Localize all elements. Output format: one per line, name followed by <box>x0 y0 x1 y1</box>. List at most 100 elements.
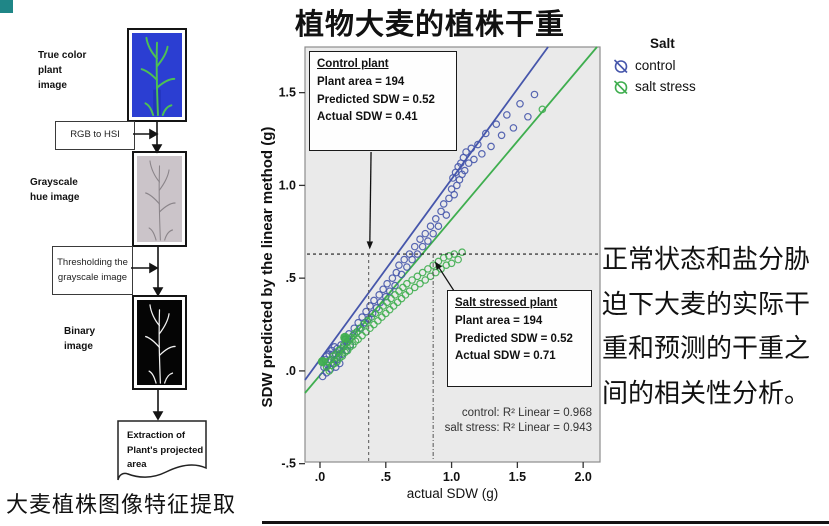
scatter-point-control <box>391 281 399 290</box>
scatter-point-control <box>492 120 501 128</box>
scatter-point-control <box>478 150 486 158</box>
scatter-point-control <box>418 242 427 251</box>
scatter-point-salt-stress <box>454 255 462 264</box>
scatter-point-control <box>421 229 430 238</box>
left-caption: 大麦植株图像特征提取 <box>6 492 237 517</box>
scatter-point-control <box>497 131 506 140</box>
flowchart-label-true-color: True color plant image <box>38 50 87 91</box>
scatter-point-control <box>442 211 451 219</box>
r2-control-text: control: R² Linear = 0.968 <box>461 407 592 419</box>
scatter-point-control <box>439 200 448 208</box>
scatter-point-control <box>370 296 378 305</box>
scatter-point-control <box>383 279 391 288</box>
legend-entry-control: control <box>612 55 762 76</box>
scatter-point-control <box>424 237 432 245</box>
x-tick-label: .5 <box>381 470 391 484</box>
scatter-point-salt-stress <box>458 248 466 256</box>
plant-binary-icon <box>137 300 182 385</box>
annotation-arrowhead <box>435 261 443 270</box>
scatter-point-control <box>397 270 406 279</box>
scatter-point-control <box>368 309 377 318</box>
scatter-point-control <box>524 112 532 121</box>
scatter-point-control <box>416 235 424 243</box>
true-color-plant-image <box>127 28 187 122</box>
scatter-point-control <box>464 159 473 167</box>
scatter-point-control <box>400 255 409 264</box>
salt-box-line: Actual SDW = 0.71 <box>455 350 556 363</box>
salt-box-line: Plant area = 194 <box>455 314 543 327</box>
annotation-arrowhead <box>366 241 374 250</box>
scatter-point-control <box>403 263 411 271</box>
y-tick-label: -.5 <box>281 457 296 471</box>
scatter-point-control <box>408 255 416 264</box>
grayscale-hue-image <box>132 151 187 247</box>
scatter-point-control <box>434 222 443 231</box>
control-box-line: Actual SDW = 0.41 <box>317 111 418 124</box>
legend-entry-label: control <box>635 58 676 73</box>
scatter-point-control <box>450 190 459 199</box>
scatter-point-control <box>375 291 384 299</box>
scatter-point-control <box>431 214 440 223</box>
scatter-point-salt-stress <box>421 276 430 284</box>
legend-marker-icon <box>613 58 628 73</box>
x-tick-label: .0 <box>315 470 325 484</box>
scatter-point-control <box>429 229 437 238</box>
x-axis-title: actual SDW (g) <box>406 486 499 501</box>
scatter-point-salt-stress <box>424 265 432 273</box>
scatter-point-control <box>460 166 469 175</box>
accent-square <box>0 0 13 13</box>
scatter-point-control <box>410 242 419 251</box>
control-box-title: Control plant <box>317 58 389 70</box>
scatter-point-salt-stress <box>413 272 422 281</box>
y-tick-label: .0 <box>286 364 296 378</box>
salt-box-line: Predicted SDW = 0.52 <box>455 332 573 345</box>
scatter-point-salt-stress <box>418 268 427 277</box>
scatter-point-control <box>474 140 482 149</box>
scatter-point-filled-salt-stress <box>317 356 328 367</box>
flowchart-box-rgb-to-hsi: RGB to HSI <box>55 121 135 150</box>
r-squared-annotation: control: R² Linear = 0.968 salt stress: … <box>404 406 592 436</box>
y-tick-label: 1.0 <box>279 178 296 192</box>
scatter-point-salt-stress <box>426 272 435 281</box>
scatter-point-control <box>413 250 422 258</box>
scatter-point-salt-stress <box>538 105 547 114</box>
scatter-point-salt-stress <box>416 279 424 288</box>
salt-box-title: Salt stressed plant <box>455 297 558 309</box>
legend-entry-salt-stress: salt stress <box>612 76 762 97</box>
scatter-point-control <box>379 285 387 294</box>
scatter-point-control <box>516 99 524 108</box>
scatter-point-control <box>395 261 403 269</box>
document-shape <box>117 420 207 481</box>
legend-title: Salt <box>650 36 675 51</box>
scatter-point-control <box>445 194 453 203</box>
scatter-point-control <box>426 222 435 231</box>
annotation-arrow <box>369 151 372 242</box>
scatter-point-salt-stress <box>408 276 416 284</box>
flowchart-label-binary: Binary image <box>64 326 96 352</box>
binary-image <box>132 295 187 390</box>
page-title: 植物大麦的植株干重 <box>294 9 565 41</box>
scatter-point-salt-stress <box>447 259 456 268</box>
x-tick-label: 1.5 <box>509 470 526 484</box>
control-box-line: Predicted SDW = 0.52 <box>317 93 435 106</box>
r2-salt-text: salt stress: R² Linear = 0.943 <box>444 421 592 434</box>
y-tick-label: .5 <box>286 271 296 285</box>
scatter-point-control <box>503 111 511 119</box>
legend-marker-icon <box>613 79 628 94</box>
y-tick-label: 1.5 <box>279 86 296 100</box>
scatter-point-control <box>509 124 518 132</box>
legend: Salt control salt stress <box>612 36 762 97</box>
scatter-point-control <box>462 148 470 156</box>
flowchart-connectors <box>117 122 207 481</box>
x-tick-label: 1.0 <box>443 470 460 484</box>
scatter-point-control <box>530 90 539 99</box>
salt-annotation-box: Salt stressed plant Plant area = 194 Pre… <box>447 290 592 387</box>
x-tick-label: 2.0 <box>574 470 591 484</box>
plant-sketch-icon <box>137 156 182 242</box>
scatter-point-salt-stress <box>410 283 419 292</box>
fit-line-control <box>304 46 549 381</box>
scatter-point-control <box>362 307 370 316</box>
scatter-point-control <box>470 155 478 164</box>
flowchart-box-thresholding: Thresholding the grayscale image <box>52 246 133 295</box>
scatter-point-control <box>366 302 374 310</box>
